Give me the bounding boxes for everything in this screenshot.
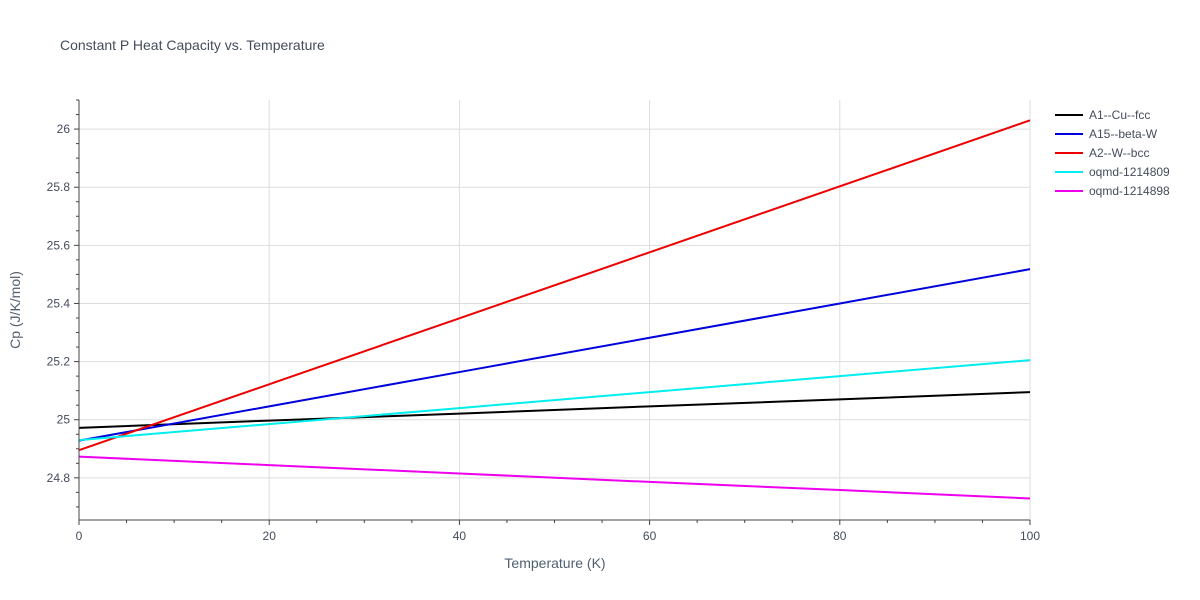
legend-label: A1--Cu--fcc <box>1089 108 1150 122</box>
legend: A1--Cu--fcc A15--beta-W A2--W--bcc oqmd-121… <box>1055 108 1170 198</box>
legend-label: A15--beta-W <box>1089 127 1158 141</box>
series-line <box>78 359 1031 442</box>
legend-label: oqmd-1214809 <box>1089 165 1170 179</box>
y-tick-label: 25.4 <box>47 296 71 310</box>
x-tick-label: 20 <box>263 529 277 543</box>
x-tick-label: 80 <box>833 529 847 543</box>
axes <box>74 99 1031 525</box>
y-tick-label: 25.2 <box>47 355 71 369</box>
series-line <box>78 391 1031 429</box>
legend-label: oqmd-1214898 <box>1089 184 1170 198</box>
x-tick-label: 100 <box>1020 529 1040 543</box>
series-line <box>78 119 1031 452</box>
x-axis-title: Temperature (K) <box>504 555 605 571</box>
tick-labels: 0 20 40 60 80 100 24.8 25 25.2 25.4 25.6 25.8 26 <box>47 122 1041 543</box>
y-tick-label: 25 <box>57 413 71 427</box>
y-axis-title: Cp (J/K/mol) <box>7 271 23 349</box>
chart-title: Constant P Heat Capacity vs. Temperature <box>60 37 325 53</box>
y-tick-label: 25.6 <box>47 238 71 252</box>
gridlines <box>79 100 1031 520</box>
series-lines <box>78 119 1031 500</box>
series-line <box>78 455 1031 500</box>
y-tick-label: 24.8 <box>47 471 71 485</box>
y-tick-label: 26 <box>57 122 71 136</box>
x-tick-label: 40 <box>453 529 467 543</box>
x-tick-label: 0 <box>76 529 83 543</box>
y-tick-label: 25.8 <box>47 180 71 194</box>
legend-label: A2--W--bcc <box>1089 146 1149 160</box>
x-tick-label: 60 <box>643 529 657 543</box>
series-line <box>78 268 1031 442</box>
